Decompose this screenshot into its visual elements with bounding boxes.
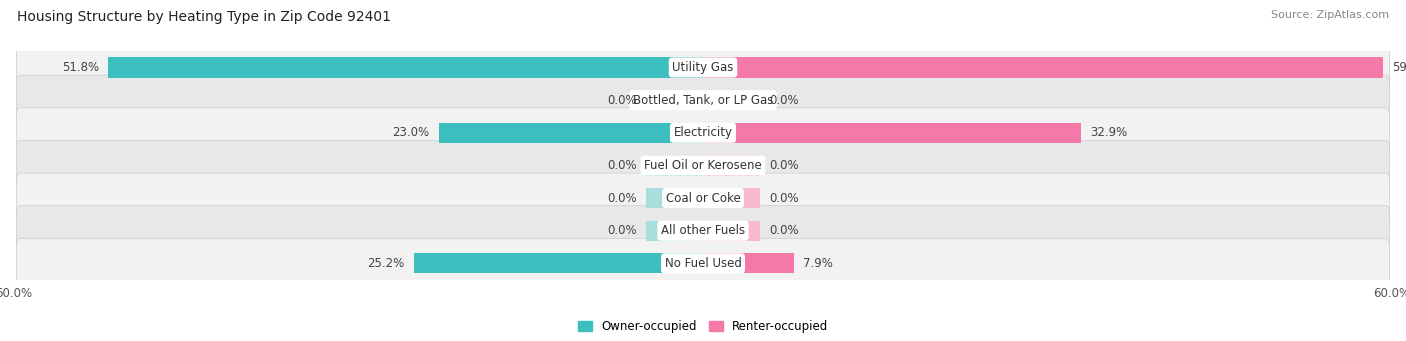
Text: 0.0%: 0.0% [607, 159, 637, 172]
Bar [645, 188, 703, 208]
Bar [703, 253, 794, 273]
Bar [703, 57, 1382, 78]
FancyBboxPatch shape [17, 140, 1389, 190]
Text: 0.0%: 0.0% [769, 94, 799, 107]
Text: Utility Gas: Utility Gas [672, 61, 734, 74]
Text: 51.8%: 51.8% [62, 61, 98, 74]
FancyBboxPatch shape [17, 206, 1389, 256]
Text: 0.0%: 0.0% [769, 192, 799, 205]
Bar [703, 155, 761, 176]
Text: All other Fuels: All other Fuels [661, 224, 745, 237]
Text: 0.0%: 0.0% [769, 224, 799, 237]
Text: 23.0%: 23.0% [392, 126, 430, 139]
Text: Source: ZipAtlas.com: Source: ZipAtlas.com [1271, 10, 1389, 20]
Bar [645, 155, 703, 176]
FancyBboxPatch shape [17, 75, 1389, 125]
Text: Electricity: Electricity [673, 126, 733, 139]
Bar [703, 188, 761, 208]
Text: Bottled, Tank, or LP Gas: Bottled, Tank, or LP Gas [633, 94, 773, 107]
FancyBboxPatch shape [17, 238, 1389, 288]
Bar [645, 90, 703, 110]
Bar [703, 221, 761, 241]
Bar [645, 221, 703, 241]
Text: 0.0%: 0.0% [769, 159, 799, 172]
FancyBboxPatch shape [17, 108, 1389, 158]
Bar [439, 123, 703, 143]
Text: 59.2%: 59.2% [1392, 61, 1406, 74]
Text: Housing Structure by Heating Type in Zip Code 92401: Housing Structure by Heating Type in Zip… [17, 10, 391, 24]
Bar [108, 57, 703, 78]
Text: 7.9%: 7.9% [803, 257, 832, 270]
Text: 0.0%: 0.0% [607, 192, 637, 205]
Text: No Fuel Used: No Fuel Used [665, 257, 741, 270]
Bar [703, 123, 1081, 143]
Text: Fuel Oil or Kerosene: Fuel Oil or Kerosene [644, 159, 762, 172]
FancyBboxPatch shape [17, 173, 1389, 223]
FancyBboxPatch shape [17, 43, 1389, 92]
Bar [703, 90, 761, 110]
Text: 25.2%: 25.2% [367, 257, 405, 270]
Text: 0.0%: 0.0% [607, 224, 637, 237]
Text: 32.9%: 32.9% [1090, 126, 1128, 139]
Legend: Owner-occupied, Renter-occupied: Owner-occupied, Renter-occupied [572, 315, 834, 338]
Bar [413, 253, 703, 273]
Text: 0.0%: 0.0% [607, 94, 637, 107]
Text: Coal or Coke: Coal or Coke [665, 192, 741, 205]
